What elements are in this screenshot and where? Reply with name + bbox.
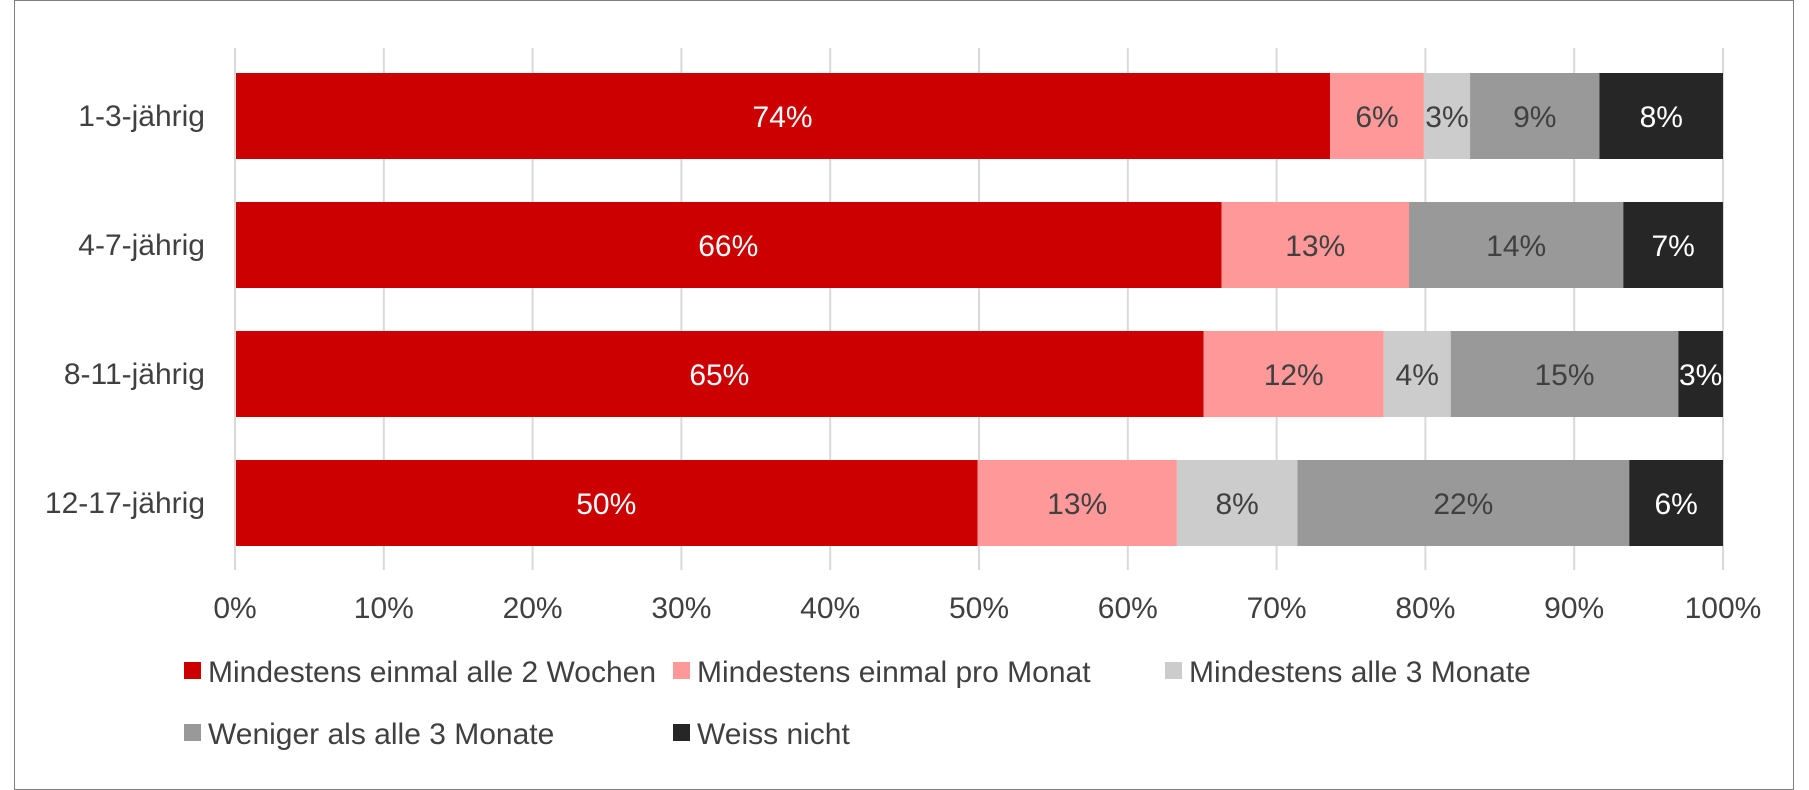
category-label: 4-7-jährig [78,229,205,262]
bar-segment [235,460,978,546]
data-label: 74% [753,101,813,134]
bar-segment [1203,331,1384,417]
data-label: 6% [1654,488,1697,521]
x-tick-label: 60% [1098,592,1158,625]
data-label: 65% [689,359,749,392]
legend-swatch [184,724,201,741]
data-label: 22% [1433,488,1493,521]
category-label: 1-3-jährig [78,100,205,133]
data-label: 14% [1486,230,1546,263]
bar-segment [1330,73,1424,159]
bar-segment [1629,460,1723,546]
data-label: 3% [1679,359,1722,392]
legend-swatch [673,662,690,679]
legend: Mindestens einmal alle 2 Wochen Mindesten… [184,656,1531,751]
x-tick-label: 90% [1544,592,1604,625]
data-label: 3% [1425,101,1468,134]
x-tick-label: 80% [1395,592,1455,625]
x-tick-label: 20% [503,592,563,625]
data-label: 15% [1535,359,1595,392]
bar-segment [1221,202,1410,288]
bar-segment [235,331,1204,417]
data-label: 7% [1651,230,1694,263]
data-label: 4% [1396,359,1439,392]
legend-swatch [184,662,201,679]
category-label: 12-17-jährig [45,487,205,520]
legend-label: Mindestens einmal pro Monat [697,656,1091,689]
bar-segment [1297,460,1630,546]
bars [235,73,1723,546]
x-tick-label: 40% [800,592,860,625]
bar-segment [1470,73,1600,159]
category-label: 8-11-jährig [64,358,205,391]
x-tick-label: 70% [1247,592,1307,625]
legend-label: Weiss nicht [697,718,850,751]
bar-segment [1176,460,1298,546]
bar-segment [235,202,1222,288]
x-tick-label: 0% [213,592,256,625]
bar-segment [1450,331,1679,417]
value-labels: 74% 6% 3% 9% 8% 66% 13% 14% 7% 65% 12% 4% 15% 3% 50% 13… [576,101,1722,521]
data-label: 13% [1285,230,1345,263]
bar-segment [1623,202,1723,288]
data-label: 13% [1047,488,1107,521]
bar-segment [1678,331,1723,417]
legend-swatch [1165,662,1182,679]
data-label: 8% [1215,488,1258,521]
bar-segment [1423,73,1471,159]
data-label: 50% [576,488,636,521]
legend-label: Weniger als alle 3 Monate [208,718,554,751]
x-tick-label: 10% [354,592,414,625]
x-tick-label: 30% [651,592,711,625]
bar-segment [235,73,1331,159]
x-tick-label: 100% [1685,592,1762,625]
data-label: 12% [1264,359,1324,392]
data-label: 66% [698,230,758,263]
data-label: 6% [1355,101,1398,134]
data-label: 9% [1513,101,1556,134]
bar-segment [1599,73,1723,159]
x-tick-label: 50% [949,592,1009,625]
legend-label: Mindestens einmal alle 2 Wochen [208,656,656,689]
bar-segment [1383,331,1451,417]
bar-segment [1409,202,1624,288]
data-label: 8% [1640,101,1683,134]
bar-segment [977,460,1177,546]
axes: 0% 10% 20% 30% 40% 50% 60% 70% 80% 90% 100% 1-3-jäh… [45,48,1761,625]
legend-swatch [673,724,690,741]
legend-label: Mindestens alle 3 Monate [1189,656,1531,689]
